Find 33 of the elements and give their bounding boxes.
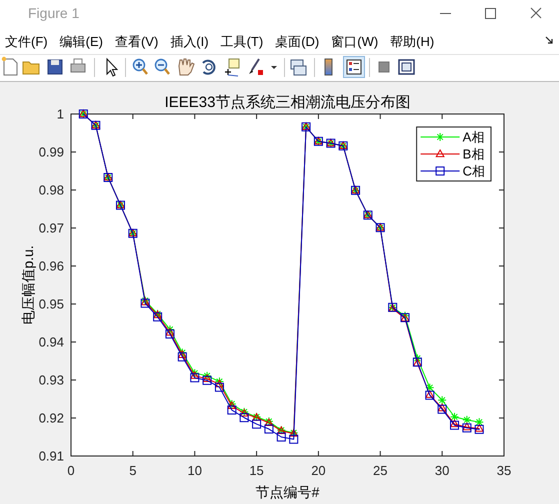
x-tick-label: 30 <box>434 463 450 478</box>
y-axis-title: 电压幅值p.u. <box>20 245 36 325</box>
x-tick-label: 15 <box>249 463 264 478</box>
text: 编辑(E) <box>60 34 103 49</box>
y-tick-label: 0.97 <box>38 220 64 236</box>
y-tick-label: 0.95 <box>38 296 64 312</box>
text: 窗口(W) <box>331 34 378 49</box>
caption: Figure 1 <box>28 5 80 21</box>
y-tick-label: 0.99 <box>38 144 64 160</box>
chart-title: IEEE33节点系统三相潮流电压分布图 <box>164 94 410 111</box>
y-tick-label: 1 <box>56 106 64 122</box>
x-tick-label: 25 <box>373 463 388 478</box>
y-tick-label: 0.92 <box>38 410 64 426</box>
text: 查看(V) <box>114 34 158 49</box>
y-tick-label: 0.94 <box>38 334 64 350</box>
x-tick-label: 10 <box>187 463 202 478</box>
x-tick-label: 20 <box>311 463 326 478</box>
legend-label: A相 <box>462 130 484 144</box>
x-tick-label: 0 <box>67 463 75 478</box>
y-tick-label: 0.93 <box>38 372 64 388</box>
x-tick-label: 5 <box>129 463 136 478</box>
text: 帮助(H) <box>390 34 434 49</box>
legend-label: B相 <box>462 146 484 162</box>
y-tick-label: 0.98 <box>38 182 64 198</box>
x-axis-title: 节点编号# <box>256 484 320 500</box>
text: 工具(T) <box>220 34 264 49</box>
y-tick-label: 0.91 <box>38 448 64 464</box>
legend-label: C相 <box>462 164 485 178</box>
text: 文件(F) <box>5 34 48 49</box>
x-tick-label: 35 <box>496 463 512 478</box>
text: 插入(I) <box>170 34 209 49</box>
y-tick-label: 0.96 <box>38 258 64 274</box>
text: 桌面(D) <box>275 34 320 49</box>
